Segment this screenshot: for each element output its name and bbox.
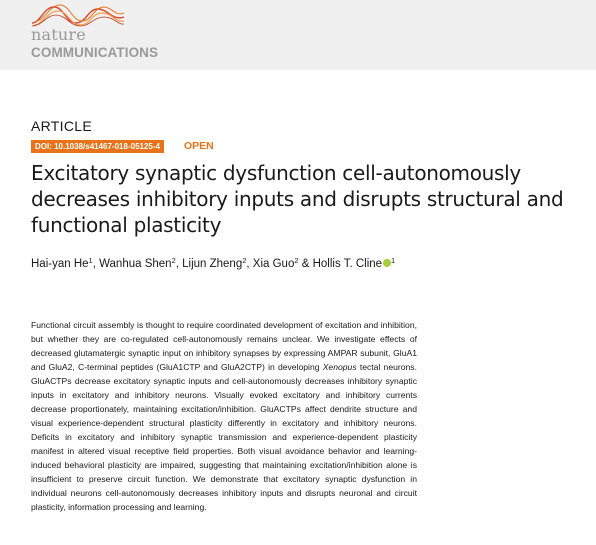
author-affiliation: 1 [391, 256, 396, 265]
author-affiliation: 2 [294, 256, 299, 265]
journal-name-nature: nature [31, 25, 86, 44]
author-affiliation: 2 [171, 256, 176, 265]
author-name[interactable]: Xia Guo [252, 258, 295, 270]
article-title: Excitatory synaptic dysfunction cell-aut… [31, 161, 564, 237]
abstract: Functional circuit assembly is thought t… [31, 318, 417, 514]
author-name[interactable]: Hollis T. Cline [312, 258, 383, 270]
article-type-label: ARTICLE [31, 118, 92, 134]
author-separator: , [92, 258, 100, 270]
author-separator: , [175, 258, 183, 270]
author-name[interactable]: Lijun Zheng [182, 258, 243, 270]
open-access-label: OPEN [184, 140, 214, 152]
abstract-text: tectal neurons. GluACTPs decrease excita… [31, 362, 417, 512]
nature-waves-logo [32, 4, 124, 27]
orcid-icon[interactable] [383, 259, 392, 267]
author-affiliation: 2 [242, 256, 247, 265]
author-separator: & [298, 258, 313, 270]
author-name[interactable]: Wanhua Shen [99, 258, 172, 270]
doi-link[interactable]: DOI: 10.1038/s41467-018-05125-4 [31, 140, 164, 153]
author-name[interactable]: Hai-yan He [31, 258, 89, 270]
journal-masthead: nature COMMUNICATIONS [0, 0, 596, 70]
author-list: Hai-yan He1, Wanhua Shen2, Lijun Zheng2,… [31, 256, 395, 270]
abstract-italic-term: Xenopus [322, 362, 357, 372]
abstract-text: Functional circuit assembly is thought t… [31, 320, 417, 372]
author-affiliation: 1 [88, 256, 93, 265]
journal-name-communications: COMMUNICATIONS [31, 45, 159, 60]
author-separator: , [246, 258, 253, 270]
